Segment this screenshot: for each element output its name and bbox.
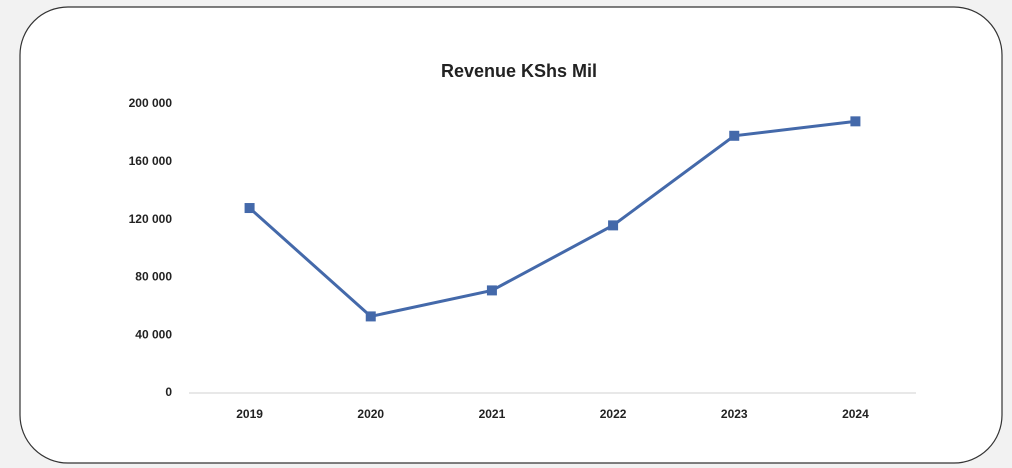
chart-title: Revenue KShs Mil: [441, 61, 597, 81]
chart-frame: [19, 6, 1003, 464]
y-tick-label: 40 000: [135, 327, 172, 341]
marker: [365, 311, 376, 322]
x-tick-label: 2023: [721, 407, 748, 421]
y-tick-label: 200 000: [129, 96, 173, 110]
x-tick-label: 2024: [842, 407, 869, 421]
x-tick-label: 2022: [600, 407, 627, 421]
marker: [729, 130, 740, 141]
series-line: [248, 119, 856, 319]
marker: [608, 220, 619, 231]
marker: [486, 285, 497, 296]
x-tick-label: 2019: [236, 407, 263, 421]
x-tick-label: 2020: [357, 407, 384, 421]
marker: [244, 203, 255, 214]
y-tick-label: 0: [165, 385, 172, 399]
y-tick-label: 80 000: [135, 270, 172, 284]
y-tick-label: 160 000: [129, 154, 173, 168]
x-tick-label: 2021: [479, 407, 506, 421]
marker: [850, 116, 861, 127]
y-tick-label: 120 000: [129, 212, 173, 226]
